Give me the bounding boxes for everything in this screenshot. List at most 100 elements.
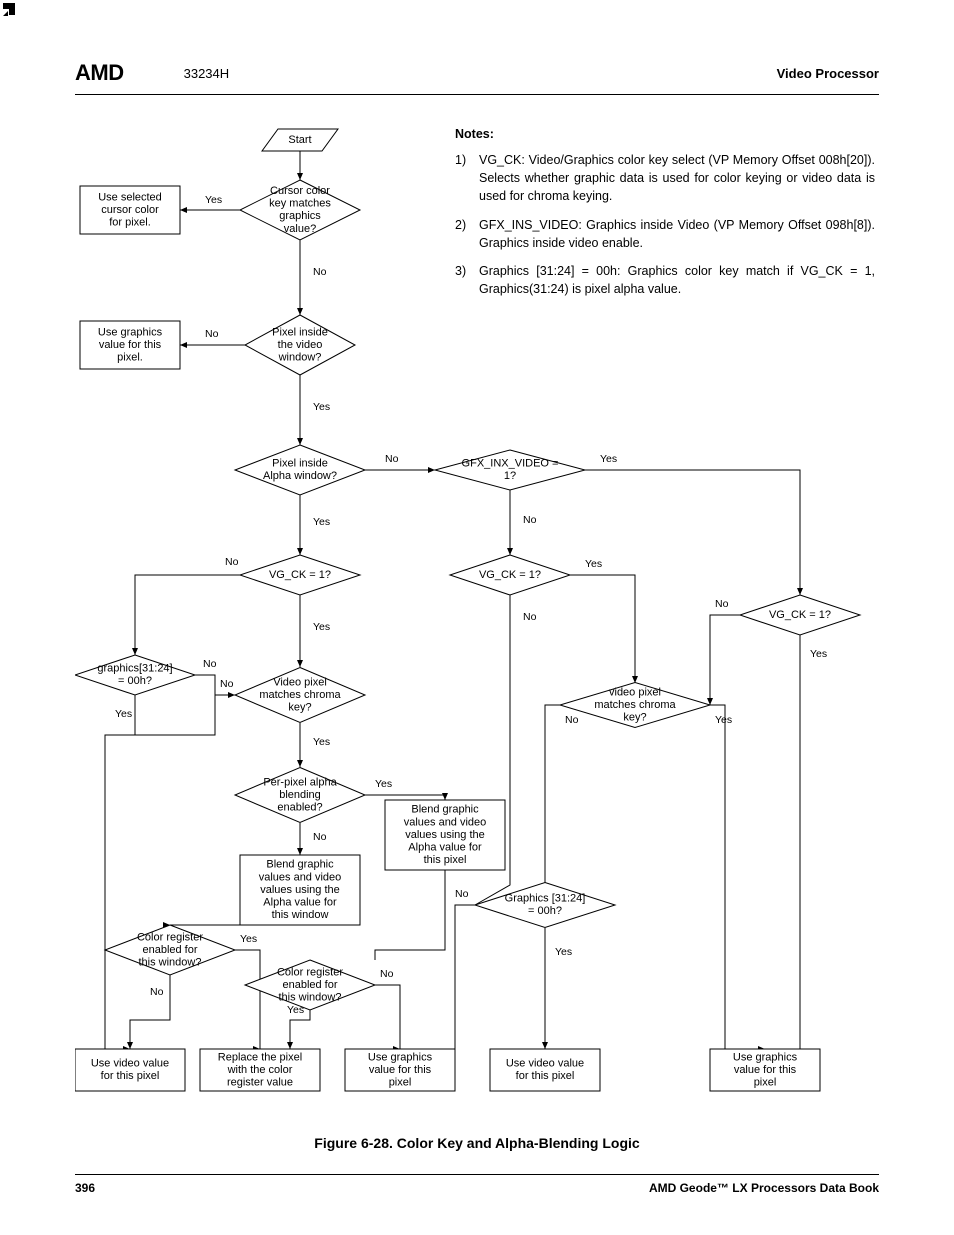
svg-text:register value: register value — [227, 1077, 293, 1089]
svg-text:Alpha value for: Alpha value for — [263, 897, 337, 909]
svg-text:No: No — [203, 658, 217, 670]
svg-text:with the color: with the color — [227, 1064, 293, 1076]
svg-text:1?: 1? — [504, 470, 516, 482]
svg-text:Pixel inside: Pixel inside — [272, 326, 328, 338]
svg-text:Start: Start — [288, 134, 311, 146]
svg-text:video pixel: video pixel — [609, 686, 661, 698]
page-header: AMD 33234H Video Processor — [75, 60, 879, 95]
svg-text:values using the: values using the — [405, 829, 485, 841]
svg-text:this window: this window — [272, 909, 329, 921]
svg-text:enabled for: enabled for — [282, 979, 337, 991]
svg-text:for this pixel: for this pixel — [516, 1070, 575, 1082]
svg-text:values using the: values using the — [260, 884, 340, 896]
svg-text:cursor color: cursor color — [101, 204, 159, 216]
svg-text:Use graphics: Use graphics — [368, 1051, 433, 1063]
svg-text:Yes: Yes — [810, 648, 827, 660]
svg-text:key matches: key matches — [269, 198, 331, 210]
svg-text:No: No — [715, 598, 729, 610]
svg-text:for this pixel: for this pixel — [101, 1070, 160, 1082]
svg-text:blending: blending — [279, 789, 321, 801]
svg-text:VG_CK = 1?: VG_CK = 1? — [479, 569, 541, 581]
svg-text:No: No — [313, 266, 327, 278]
svg-text:matches chroma: matches chroma — [259, 689, 341, 701]
svg-text:Alpha window?: Alpha window? — [263, 470, 337, 482]
svg-text:matches chroma: matches chroma — [594, 699, 676, 711]
svg-text:Color register: Color register — [277, 966, 343, 978]
page-number: 396 — [75, 1181, 95, 1195]
svg-text:No: No — [385, 453, 399, 465]
svg-text:the video: the video — [278, 339, 323, 351]
svg-text:key?: key? — [288, 702, 311, 714]
page-footer: 396 AMD Geode™ LX Processors Data Book — [75, 1174, 879, 1195]
svg-text:this pixel: this pixel — [424, 854, 467, 866]
svg-text:Yes: Yes — [115, 708, 132, 720]
svg-text:No: No — [565, 714, 579, 726]
svg-text:values and video: values and video — [404, 816, 487, 828]
svg-text:pixel.: pixel. — [117, 352, 143, 364]
svg-text:Yes: Yes — [313, 736, 330, 748]
svg-text:this window?: this window? — [139, 957, 202, 969]
svg-text:Use graphics: Use graphics — [733, 1051, 798, 1063]
svg-text:for pixel.: for pixel. — [109, 217, 151, 229]
svg-text:No: No — [523, 611, 537, 623]
book-title: AMD Geode™ LX Processors Data Book — [649, 1181, 879, 1195]
svg-text:GFX_INX_VIDEO =: GFX_INX_VIDEO = — [462, 458, 559, 470]
svg-text:Replace the pixel: Replace the pixel — [218, 1051, 302, 1063]
svg-text:No: No — [380, 968, 394, 980]
svg-text:No: No — [205, 328, 219, 340]
svg-text:No: No — [220, 678, 234, 690]
svg-text:value for this: value for this — [369, 1064, 432, 1076]
svg-text:value?: value? — [284, 223, 316, 235]
svg-text:Blend graphic: Blend graphic — [411, 804, 479, 816]
svg-text:Cursor color: Cursor color — [270, 185, 330, 197]
svg-text:Alpha value for: Alpha value for — [408, 842, 482, 854]
svg-text:Yes: Yes — [313, 516, 330, 528]
svg-text:Yes: Yes — [240, 933, 257, 945]
svg-text:Yes: Yes — [313, 621, 330, 633]
figure-content: Notes: 1)VG_CK: Video/Graphics color key… — [75, 115, 879, 1145]
svg-text:key?: key? — [623, 712, 646, 724]
svg-text:enabled?: enabled? — [277, 802, 322, 814]
svg-text:Use graphics: Use graphics — [98, 326, 163, 338]
amd-logo: AMD — [75, 60, 124, 86]
svg-text:graphics[31:24]: graphics[31:24] — [97, 663, 172, 675]
svg-text:VG_CK = 1?: VG_CK = 1? — [769, 609, 831, 621]
svg-text:this window?: this window? — [279, 992, 342, 1004]
svg-text:pixel: pixel — [389, 1077, 412, 1089]
svg-text:Use selected: Use selected — [98, 191, 162, 203]
svg-text:Yes: Yes — [600, 453, 617, 465]
flowchart-svg: YesNoNoYesNoYesNoYesNoYesNoYesNoYesYesNo… — [75, 115, 895, 1125]
svg-text:No: No — [313, 831, 327, 843]
figure-caption: Figure 6-28. Color Key and Alpha-Blendin… — [75, 1135, 879, 1151]
svg-text:pixel: pixel — [754, 1077, 777, 1089]
svg-text:enabled for: enabled for — [142, 944, 197, 956]
svg-text:VG_CK = 1?: VG_CK = 1? — [269, 569, 331, 581]
svg-text:Graphics [31:24]: Graphics [31:24] — [505, 893, 586, 905]
section-title: Video Processor — [777, 66, 879, 81]
svg-text:Use video value: Use video value — [91, 1058, 169, 1070]
svg-text:Use video value: Use video value — [506, 1058, 584, 1070]
svg-text:No: No — [150, 986, 164, 998]
svg-text:window?: window? — [278, 352, 322, 364]
svg-text:Yes: Yes — [205, 194, 222, 206]
svg-text:Yes: Yes — [375, 778, 392, 790]
svg-text:graphics: graphics — [279, 210, 321, 222]
svg-text:Yes: Yes — [715, 714, 732, 726]
svg-text:values and video: values and video — [259, 871, 342, 883]
logo-text: AMD — [75, 60, 124, 85]
svg-text:Video pixel: Video pixel — [273, 676, 327, 688]
svg-text:Yes: Yes — [555, 946, 572, 958]
svg-text:Blend graphic: Blend graphic — [266, 859, 334, 871]
svg-text:No: No — [225, 556, 239, 568]
svg-text:No: No — [455, 888, 469, 900]
svg-text:No: No — [523, 514, 537, 526]
svg-text:Yes: Yes — [313, 401, 330, 413]
svg-text:Yes: Yes — [585, 558, 602, 570]
svg-text:Color register: Color register — [137, 931, 203, 943]
svg-text:Per-pixel alpha: Per-pixel alpha — [263, 776, 337, 788]
svg-text:= 00h?: = 00h? — [118, 675, 152, 687]
svg-text:value for this: value for this — [99, 339, 162, 351]
document-id: 33234H — [184, 66, 230, 81]
svg-text:= 00h?: = 00h? — [528, 905, 562, 917]
svg-text:value for this: value for this — [734, 1064, 797, 1076]
